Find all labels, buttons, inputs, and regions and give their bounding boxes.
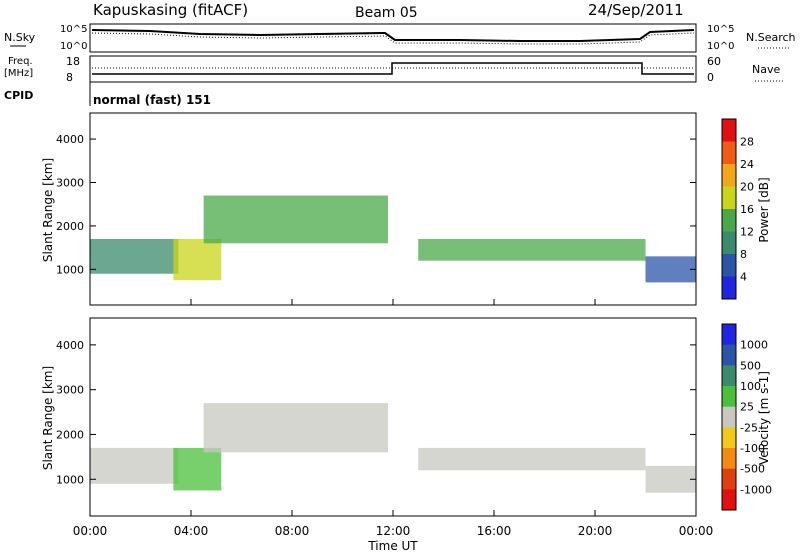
colorbar-segment [722, 164, 736, 187]
y-tick-label: 4000 [56, 339, 84, 352]
y-tick-label: 3000 [56, 384, 84, 397]
y-tick-label: 1000 [56, 473, 84, 486]
colorbar-tick-label: -1000 [740, 483, 772, 496]
y-tick-label: 1000 [56, 263, 84, 276]
colorbar-tick-label: -25 [740, 421, 758, 434]
power-bands [90, 195, 696, 283]
y-tick-label: 4000 [56, 133, 84, 146]
colorbar-tick-label: 24 [740, 158, 754, 171]
colorbar-frame [721, 323, 737, 511]
colorbar-tick-label: 4 [740, 271, 747, 284]
colorbar-tick-label: 20 [740, 181, 754, 194]
colorbar-segment [722, 324, 736, 346]
colorbar-segment [722, 468, 736, 490]
power-panel: 1000 2000 3000 4000 Slant Range [km] 28 24 20… [41, 112, 771, 306]
colorbar-segment [722, 186, 736, 210]
cpid-label: CPID [4, 89, 33, 102]
colorbar-segment [722, 344, 736, 366]
data-band [90, 238, 179, 274]
colorbar-segment [722, 406, 736, 428]
colorbar-segment [722, 365, 736, 387]
data-band [645, 465, 696, 493]
colorbar-segment [722, 427, 736, 449]
colorbar-tick-label: 8 [740, 248, 747, 261]
colorbar-segment [722, 254, 736, 277]
x-tick-label: 08:00 [275, 524, 310, 538]
station-title: Kapuskasing (fitACF) [93, 1, 248, 19]
date-title: 24/Sep/2011 [588, 1, 684, 19]
noise-left-label: N.Sky [4, 31, 36, 44]
colorbar-tick-label: 1000 [740, 339, 768, 352]
freq-panel-frame [89, 55, 697, 83]
y-tick-label: 2000 [56, 220, 84, 233]
noise-search-line [91, 32, 695, 45]
colorbar-tick-label: -100 [740, 442, 765, 455]
velocity-bands [90, 403, 696, 493]
x-tick-label: 00:00 [73, 524, 108, 538]
colorbar-segment [722, 386, 736, 408]
data-band [173, 447, 222, 491]
colorbar-segment [722, 276, 736, 300]
y-tick-label: 2000 [56, 428, 84, 441]
colorbar-segment [722, 231, 736, 255]
noise-tick-right-bottom: 10^0 [707, 41, 734, 52]
noise-sky-line [91, 29, 695, 42]
power-colorbar: 28 24 20 16 12 8 4 [721, 118, 754, 300]
x-tick-label: 20:00 [578, 524, 613, 538]
colorbar-segment [722, 209, 736, 232]
x-axis-label: Time UT [367, 539, 418, 553]
colorbar-tick-label: 100 [740, 380, 761, 393]
nave-label: Nave [752, 63, 780, 76]
colorbar-frame [721, 118, 737, 300]
colorbar-tick-label: 16 [740, 203, 754, 216]
noise-tick-right-top: 10^5 [707, 24, 734, 35]
noise-tick-left-top: 10^5 [60, 24, 87, 35]
noise-right-label: N.Search [746, 31, 796, 44]
data-band [90, 447, 179, 484]
velocity-colorbar-label: Velocity [m s-1] [757, 371, 771, 465]
colorbar-segment [722, 141, 736, 165]
colorbar-segment [722, 489, 736, 511]
velocity-colorbar: 1000 500 100 25 -25 -100 -500 -1000 [721, 323, 772, 511]
beam-title: Beam 05 [355, 5, 418, 21]
colorbar-tick-label: 12 [740, 226, 754, 239]
freq-line [92, 62, 694, 75]
data-band [645, 256, 696, 283]
colorbar-tick-label: 25 [740, 401, 754, 414]
power-colorbar-label: Power [dB] [757, 177, 771, 242]
data-band [173, 238, 222, 281]
power-y-ticks: 1000 2000 3000 4000 [56, 133, 696, 276]
freq-tick-left-top: 18 [66, 55, 80, 68]
colorbar-segment [722, 448, 736, 470]
colorbar-tick-label: 500 [740, 359, 761, 372]
x-ticks: 00:00 04:00 08:00 12:00 16:00 20:00 00:00 [73, 299, 714, 538]
power-y-axis-label: Slant Range [km] [41, 158, 55, 262]
velocity-y-axis-label: Slant Range [km] [41, 366, 55, 470]
freq-label-2: [MHz] [4, 68, 33, 79]
colorbar-tick-label: 28 [740, 136, 754, 149]
colorbar-tick-label: -500 [740, 463, 765, 476]
freq-tick-left-bottom: 8 [66, 71, 73, 84]
data-band [203, 195, 388, 244]
colorbar-segment [722, 119, 736, 142]
y-tick-label: 3000 [56, 177, 84, 190]
noise-tick-left-bottom: 10^0 [60, 41, 87, 52]
x-tick-label: 04:00 [174, 524, 209, 538]
velocity-y-ticks: 1000 2000 3000 4000 [56, 339, 696, 486]
freq-tick-right-bottom: 0 [707, 71, 714, 84]
freq-tick-right-top: 60 [707, 55, 721, 68]
x-tick-label: 12:00 [376, 524, 411, 538]
freq-label-1: Freq. [8, 56, 33, 67]
data-band [418, 238, 646, 261]
data-band [418, 447, 646, 471]
data-band [203, 403, 388, 453]
x-tick-label: 16:00 [477, 524, 512, 538]
noise-panel-frame [89, 23, 697, 53]
x-tick-label: 00:00 [679, 524, 714, 538]
cpid-value: normal (fast) 151 [93, 93, 211, 107]
velocity-panel: 1000 2000 3000 4000 Slant Range [km] 1000 50… [41, 317, 772, 517]
